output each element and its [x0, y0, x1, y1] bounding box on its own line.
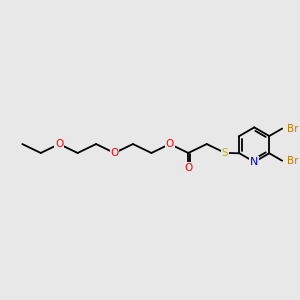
Text: N: N [250, 157, 259, 167]
Text: O: O [55, 139, 63, 149]
Text: S: S [222, 148, 229, 158]
Text: O: O [184, 163, 192, 173]
Text: Br: Br [287, 124, 298, 134]
Text: O: O [110, 148, 118, 158]
Text: Br: Br [287, 156, 298, 166]
Text: O: O [166, 139, 174, 149]
